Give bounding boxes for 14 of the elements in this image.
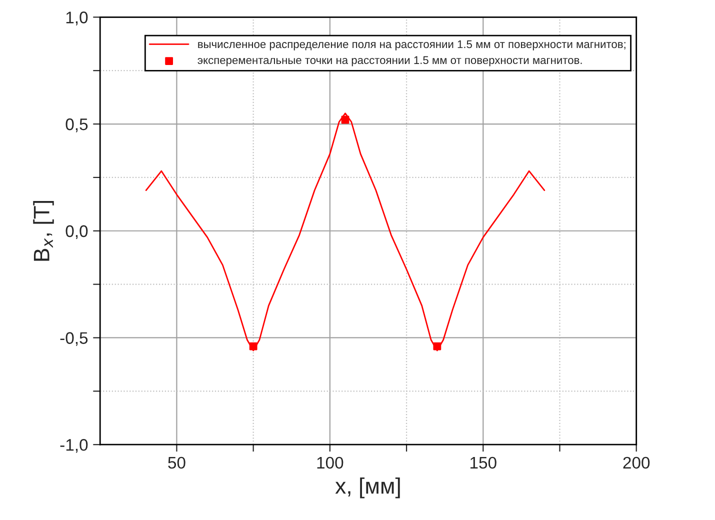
y-tick-label: -0,5 xyxy=(60,332,88,346)
y-tick-label: -1,0 xyxy=(60,439,88,453)
legend-label: вычисленное распределение поля на расстоянии 1.5 мм от поверхности магнитов; xyxy=(198,40,626,50)
y-tick-label: 1,0 xyxy=(66,12,88,26)
line-series xyxy=(145,112,546,352)
y-tick-label: 0,5 xyxy=(66,118,88,132)
y-tick-label: 0,0 xyxy=(66,225,88,240)
x-tick-label: 50 xyxy=(168,456,186,469)
y-axis-title: B$_{x}$, [T] xyxy=(33,201,54,261)
x-tick-label: 100 xyxy=(317,456,344,469)
x-axis-title: x, [мм] xyxy=(335,478,400,498)
x-tick-label: 150 xyxy=(470,456,496,469)
x-tick-label: 200 xyxy=(623,456,650,469)
legend-label: эксперементальные точки на расстоянии 1.5 мм от поверхности магнитов. xyxy=(198,56,582,66)
